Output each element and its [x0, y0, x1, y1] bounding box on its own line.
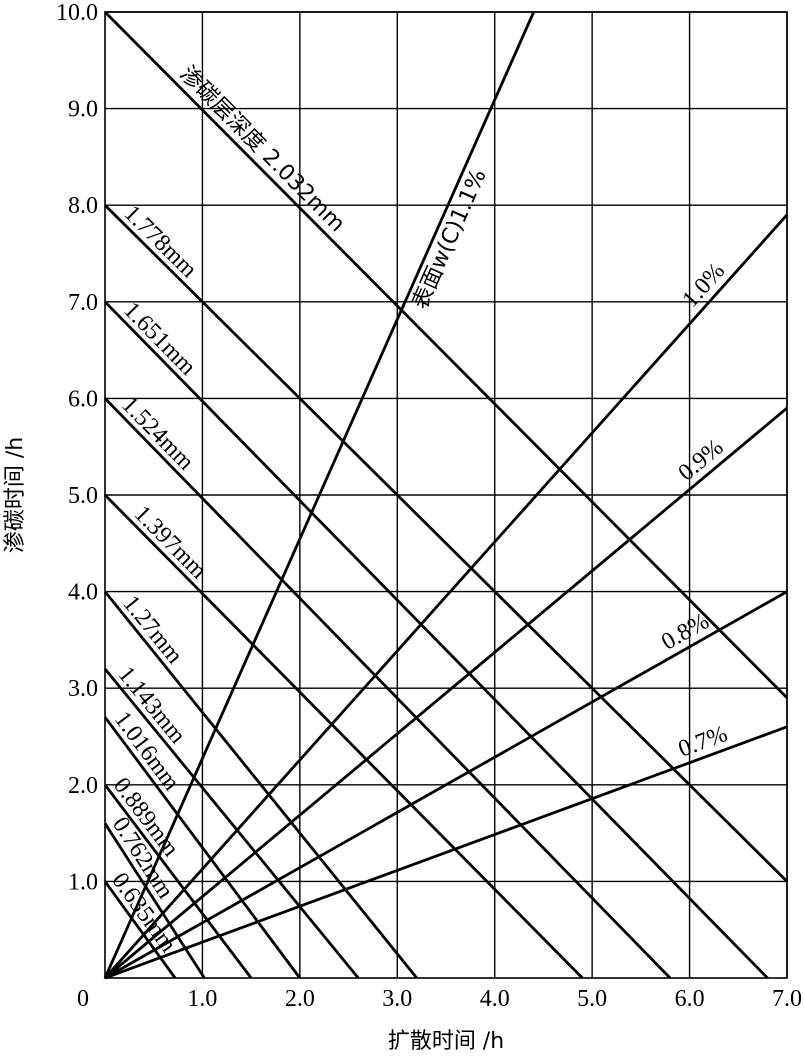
y-tick-label: 8.0	[68, 193, 98, 219]
case-depth-line	[104, 494, 584, 979]
case-depth-line	[103, 783, 253, 979]
x-tick-label: 7.0	[772, 986, 802, 1012]
grid	[104, 11, 788, 979]
case-depth-label: 1.651mm	[118, 297, 201, 381]
case-depth-label: 1.778mm	[119, 200, 202, 283]
x-tick-label: 6.0	[675, 986, 705, 1012]
y-tick-label: 9.0	[68, 97, 98, 123]
y-tick-label: 5.0	[68, 483, 98, 509]
x-tick-label: 4.0	[480, 986, 510, 1012]
x-tick-label: 1.0	[187, 986, 217, 1012]
case-depth-line	[103, 716, 301, 979]
x-tick-label: 3.0	[382, 986, 412, 1012]
case-depth-label: 渗碳层深度 2.032mm	[175, 62, 350, 238]
y-tick-label: 7.0	[68, 290, 98, 316]
tick-labels: 0 1.0 2.0 3.0 4.0 5.0 6.0 7.0 1.0 2.0 3.0 4.0 5.0 6.0…	[56, 0, 802, 1012]
y-tick-label: 1.0	[68, 869, 98, 895]
case-depth-line	[104, 204, 788, 883]
case-depth-line	[103, 822, 206, 979]
case-depth-label: 1.397mm	[129, 501, 212, 584]
y-tick-label: 4.0	[68, 580, 98, 606]
surface-carbon-line	[104, 406, 788, 980]
case-depth-label: 1.27mm	[117, 591, 187, 669]
surface-carbon-label: 表面w(C)1.1%	[408, 166, 492, 314]
x-axis-label: 扩散时间 /h	[388, 1029, 504, 1054]
x-tick-label: 5.0	[577, 986, 607, 1012]
y-tick-label: 3.0	[68, 676, 98, 702]
surface-carbon-line	[103, 213, 789, 979]
x-tick-label: 0	[77, 986, 89, 1012]
case-depth-line	[103, 880, 177, 979]
case-depth-line	[104, 11, 788, 699]
x-tick-label: 2.0	[285, 986, 315, 1012]
case-depth-lines	[103, 11, 788, 979]
surface-carbon-line	[103, 11, 535, 979]
case-depth-line	[103, 667, 360, 979]
y-tick-label: 2.0	[68, 773, 98, 799]
case-depth-line	[103, 300, 769, 979]
case-depth-line	[103, 397, 672, 979]
case-depth-label: 1.524mm	[116, 392, 199, 476]
line-labels: 0.635mm0.762mm0.889mm1.016mm1.143mm1.27m…	[106, 62, 731, 958]
surface-carbon-line	[104, 590, 788, 980]
surface-carbon-line	[104, 725, 788, 980]
surface-carbon-lines	[103, 11, 789, 980]
case-depth-line	[103, 590, 418, 979]
y-tick-label: 6.0	[68, 386, 98, 412]
y-axis-label: 渗碳时间 /h	[3, 437, 28, 553]
y-tick-label: 10.0	[56, 0, 98, 26]
